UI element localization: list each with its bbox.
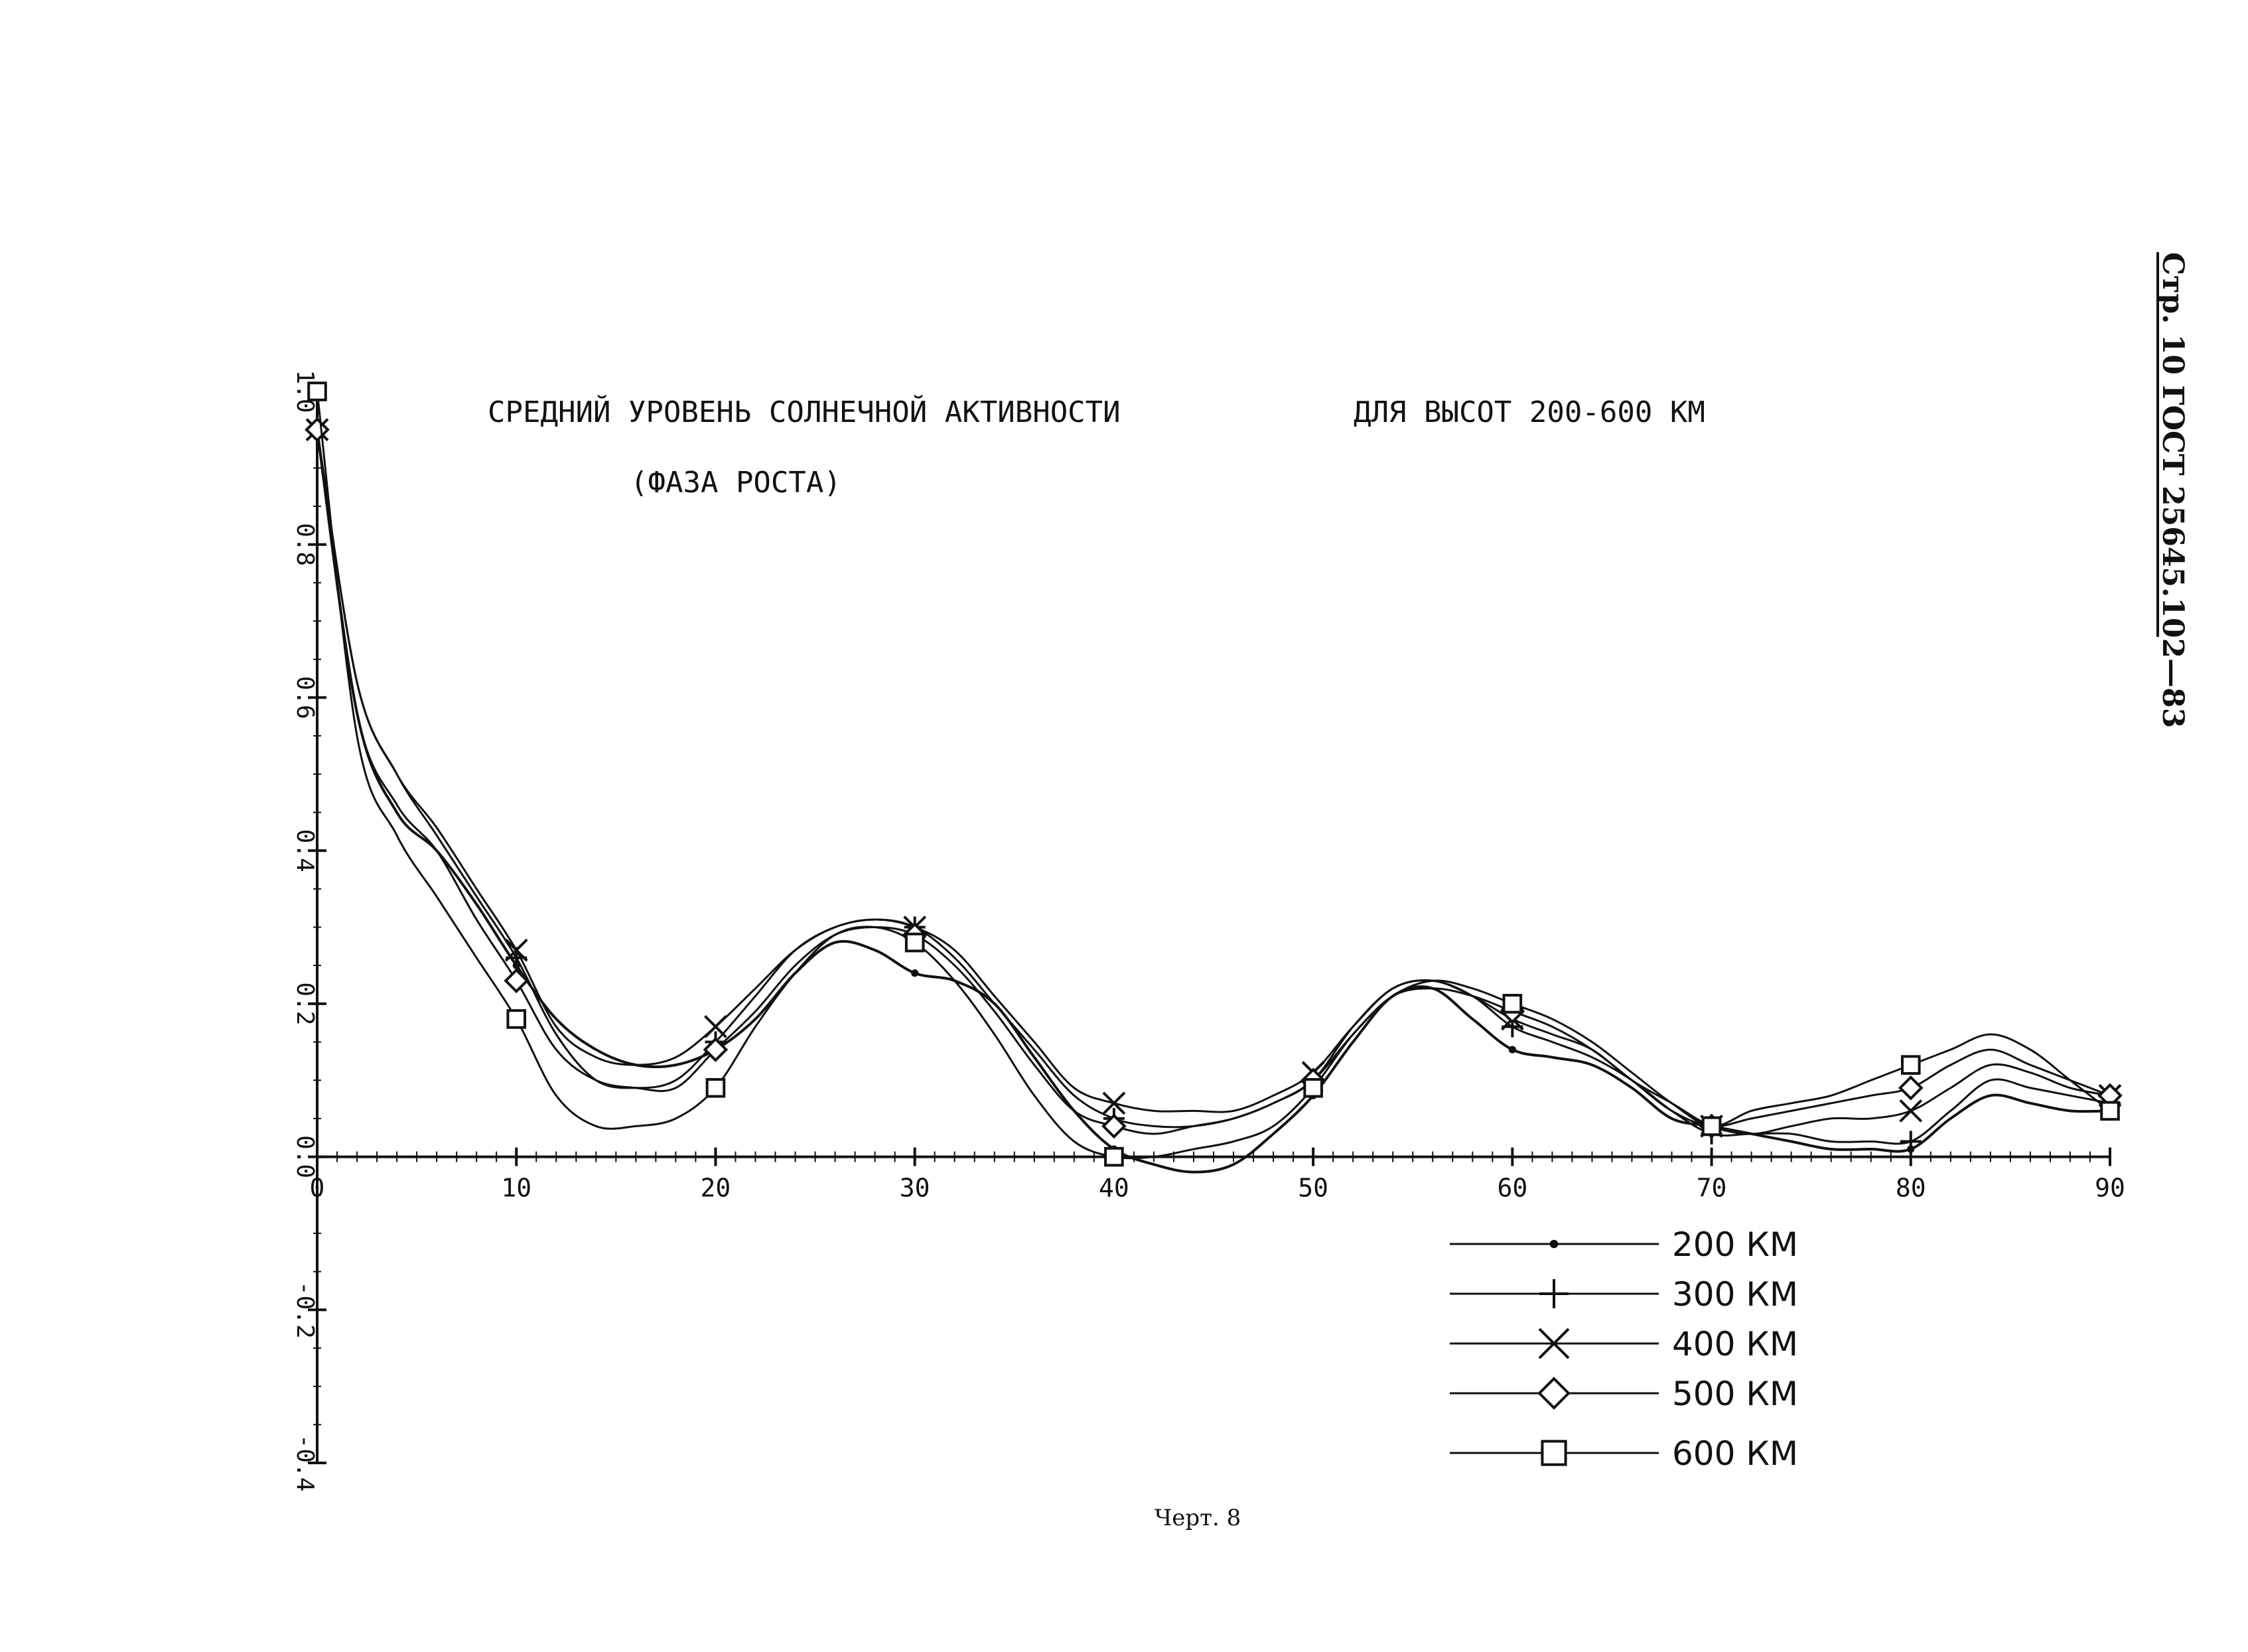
series-point — [305, 417, 330, 443]
series-line — [316, 429, 2111, 1135]
series-line — [316, 429, 2111, 1135]
series-point — [1101, 1113, 1127, 1139]
series-point — [703, 1037, 729, 1062]
series-point — [705, 1077, 726, 1098]
series-point — [1102, 1091, 1126, 1115]
figure-caption: Черт. 8 — [1155, 1505, 1241, 1531]
chart-series-layer — [305, 381, 2123, 1174]
series-line — [316, 429, 2111, 1145]
series-point — [911, 969, 919, 977]
legend-marker — [1538, 1328, 1570, 1359]
series-3 — [305, 417, 2123, 1139]
legend-marker — [1549, 1239, 1559, 1249]
series-1 — [307, 419, 2121, 1152]
chart-title: СРЕДНИЙ УРОВЕНЬ СОЛНЕЧНОЙ АКТИВНОСТИ — [488, 394, 1121, 429]
page-header-text: Стр. 10 ГОСТ 25645.102—83 — [2156, 252, 2190, 728]
legend-marker — [1539, 1279, 1569, 1308]
legend-marker — [1537, 1377, 1571, 1410]
legend-item: 400 КМ — [1450, 1325, 1798, 1363]
legend-item: 500 КМ — [1450, 1375, 1798, 1413]
x-tick-label: 60 — [1497, 1174, 1527, 1203]
series-2 — [305, 418, 2122, 1138]
series-point — [1899, 1099, 1923, 1123]
legend-label: 300 КМ — [1672, 1275, 1798, 1314]
x-tick-label: 90 — [2095, 1174, 2125, 1203]
series-point — [1303, 1077, 1323, 1098]
chart-axes: 0 10 20 30 40 50 60 70 80 90-0.4-0.20.00.20.40.60… — [291, 370, 2125, 1491]
series-point — [1898, 1075, 1924, 1101]
series-point — [1508, 1046, 1516, 1054]
x-tick-label: 70 — [1697, 1174, 1727, 1203]
x-tick-label: 10 — [501, 1174, 531, 1203]
series-0 — [313, 426, 2114, 1174]
series-line — [316, 391, 2111, 1160]
legend-label: 600 КМ — [1672, 1434, 1798, 1473]
legend-label: 400 КМ — [1672, 1325, 1798, 1363]
x-tick-label: 50 — [1298, 1174, 1328, 1203]
x-tick-label: 20 — [701, 1174, 731, 1203]
legend-label: 500 КМ — [1672, 1375, 1798, 1413]
series-point — [1701, 1116, 1722, 1136]
page-header: Стр. 10 ГОСТ 25645.102—83 — [2143, 252, 2196, 728]
legend-item: 600 КМ — [1450, 1434, 1798, 1473]
series-point — [1502, 994, 1523, 1014]
series-point — [1104, 1146, 1124, 1167]
series-point — [1900, 1055, 1921, 1075]
x-tick-label: 30 — [900, 1174, 930, 1203]
series-point — [704, 1015, 727, 1038]
x-tick-label: 80 — [1896, 1174, 1926, 1203]
series-point — [506, 1009, 527, 1029]
series-point — [904, 932, 925, 953]
series-point — [1900, 1131, 1922, 1152]
series-point — [2100, 1101, 2120, 1121]
page-header-rule — [2156, 252, 2159, 637]
x-tick-label: 40 — [1099, 1174, 1129, 1203]
legend-item: 200 КМ — [1450, 1225, 1798, 1264]
series-point — [307, 381, 327, 401]
legend-marker — [1541, 1440, 1567, 1466]
series-4 — [307, 381, 2120, 1167]
series-line — [316, 429, 2111, 1174]
chart-legend: 200 КМ 300 КМ 400 КМ 500 КМ 600 КМ — [1450, 1225, 1798, 1473]
legend-label: 200 КМ — [1672, 1225, 1798, 1264]
chart-title-right: ДЛЯ ВЫСОТ 200-600 КМ — [1354, 395, 1705, 429]
chart-subtitle: (ФАЗА РОСТА) — [630, 466, 841, 500]
series-point — [504, 968, 529, 994]
legend-item: 300 КМ — [1450, 1275, 1798, 1314]
series-point — [504, 938, 528, 962]
